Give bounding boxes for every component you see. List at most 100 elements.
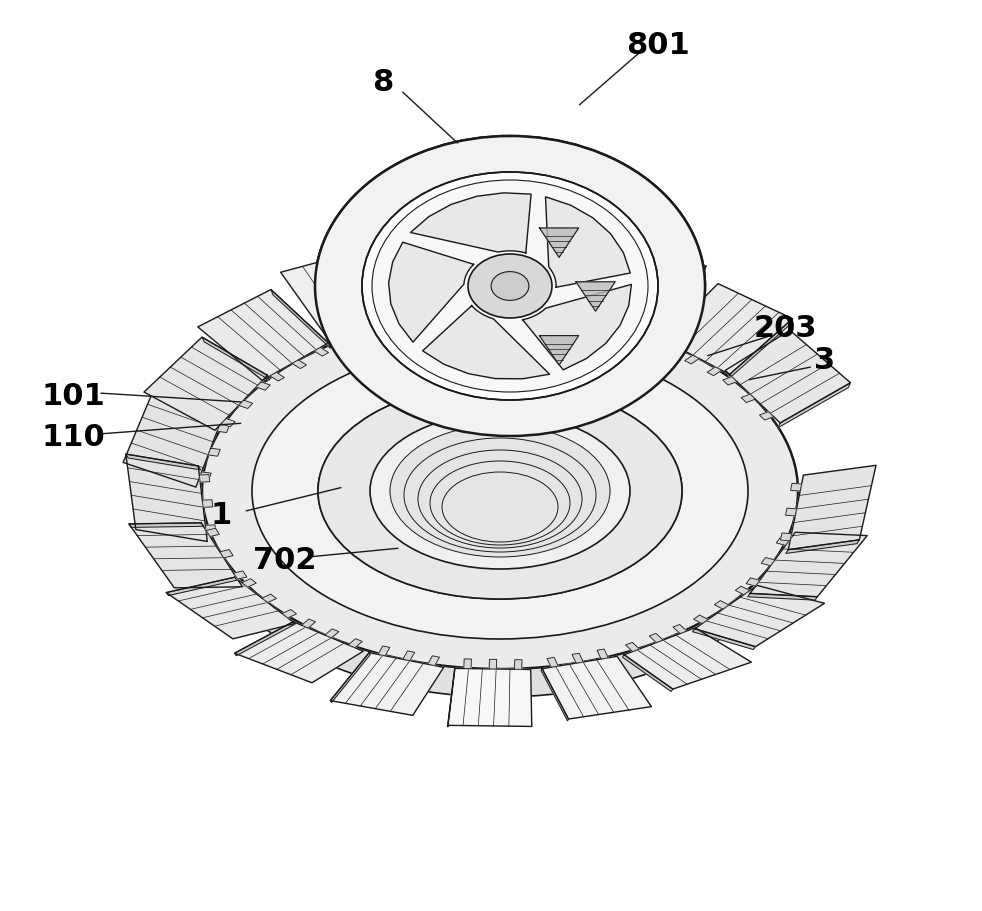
Polygon shape	[778, 384, 850, 428]
Polygon shape	[728, 320, 792, 381]
Ellipse shape	[315, 137, 705, 436]
Polygon shape	[723, 377, 737, 385]
Polygon shape	[235, 622, 363, 683]
Polygon shape	[205, 526, 216, 533]
Polygon shape	[239, 401, 252, 409]
Text: 702: 702	[253, 546, 316, 575]
Polygon shape	[649, 634, 663, 643]
Polygon shape	[759, 413, 774, 421]
Polygon shape	[489, 660, 497, 670]
Polygon shape	[707, 367, 722, 376]
Ellipse shape	[372, 180, 648, 393]
Polygon shape	[472, 313, 482, 323]
Polygon shape	[726, 331, 850, 424]
Ellipse shape	[315, 137, 705, 436]
Polygon shape	[448, 669, 532, 727]
Polygon shape	[389, 228, 488, 320]
Polygon shape	[330, 653, 444, 715]
Polygon shape	[673, 625, 686, 634]
Polygon shape	[613, 328, 626, 338]
Polygon shape	[330, 653, 370, 702]
Ellipse shape	[442, 473, 558, 542]
Polygon shape	[786, 508, 796, 517]
Ellipse shape	[458, 390, 542, 417]
Ellipse shape	[404, 438, 596, 552]
Polygon shape	[208, 449, 220, 456]
Ellipse shape	[430, 462, 570, 546]
Polygon shape	[202, 500, 213, 507]
Polygon shape	[532, 315, 541, 324]
Ellipse shape	[318, 384, 682, 599]
Text: 3: 3	[814, 345, 836, 374]
Polygon shape	[166, 578, 295, 640]
Polygon shape	[522, 285, 631, 371]
Ellipse shape	[362, 173, 658, 401]
Polygon shape	[464, 660, 471, 669]
Polygon shape	[363, 332, 377, 341]
Polygon shape	[542, 228, 575, 255]
Polygon shape	[422, 306, 550, 379]
Polygon shape	[684, 356, 699, 364]
Polygon shape	[761, 558, 775, 566]
Polygon shape	[166, 578, 237, 596]
Polygon shape	[693, 616, 708, 624]
Text: 203: 203	[754, 313, 817, 343]
Polygon shape	[747, 594, 817, 600]
Polygon shape	[206, 528, 219, 537]
Polygon shape	[657, 267, 706, 345]
Ellipse shape	[362, 173, 658, 401]
Polygon shape	[458, 391, 542, 404]
Polygon shape	[448, 669, 455, 727]
Polygon shape	[542, 657, 651, 720]
Polygon shape	[558, 317, 567, 327]
Polygon shape	[126, 455, 207, 542]
Polygon shape	[597, 650, 608, 660]
Polygon shape	[199, 473, 211, 480]
Polygon shape	[126, 455, 200, 470]
Polygon shape	[447, 316, 457, 326]
Polygon shape	[271, 291, 330, 349]
Ellipse shape	[252, 343, 748, 640]
Polygon shape	[389, 243, 473, 343]
Ellipse shape	[430, 462, 570, 546]
Polygon shape	[340, 339, 353, 348]
Polygon shape	[325, 630, 339, 638]
Polygon shape	[202, 338, 270, 381]
Polygon shape	[153, 392, 225, 421]
Polygon shape	[625, 628, 751, 690]
Polygon shape	[282, 609, 297, 619]
Polygon shape	[199, 475, 210, 483]
Polygon shape	[270, 373, 285, 382]
Polygon shape	[542, 335, 575, 363]
Polygon shape	[144, 338, 267, 431]
Polygon shape	[410, 194, 531, 253]
Polygon shape	[541, 669, 569, 722]
Polygon shape	[694, 586, 825, 647]
Polygon shape	[507, 312, 517, 322]
Polygon shape	[428, 656, 440, 666]
Polygon shape	[217, 425, 229, 433]
Polygon shape	[539, 229, 578, 258]
Polygon shape	[546, 198, 630, 288]
Ellipse shape	[468, 255, 552, 319]
Ellipse shape	[202, 313, 798, 670]
Polygon shape	[746, 578, 760, 587]
Ellipse shape	[372, 180, 648, 393]
Polygon shape	[403, 651, 414, 661]
Polygon shape	[129, 523, 203, 527]
Ellipse shape	[404, 438, 596, 552]
Text: 8: 8	[372, 67, 394, 97]
Polygon shape	[777, 537, 790, 546]
Polygon shape	[378, 646, 390, 656]
Ellipse shape	[370, 414, 630, 569]
Polygon shape	[789, 466, 876, 550]
Text: 101: 101	[42, 382, 105, 411]
Polygon shape	[301, 619, 315, 629]
Ellipse shape	[318, 384, 682, 599]
Polygon shape	[750, 533, 867, 597]
Polygon shape	[741, 394, 755, 403]
Polygon shape	[662, 284, 792, 375]
Polygon shape	[522, 285, 631, 371]
Polygon shape	[262, 595, 276, 603]
Polygon shape	[573, 653, 583, 663]
